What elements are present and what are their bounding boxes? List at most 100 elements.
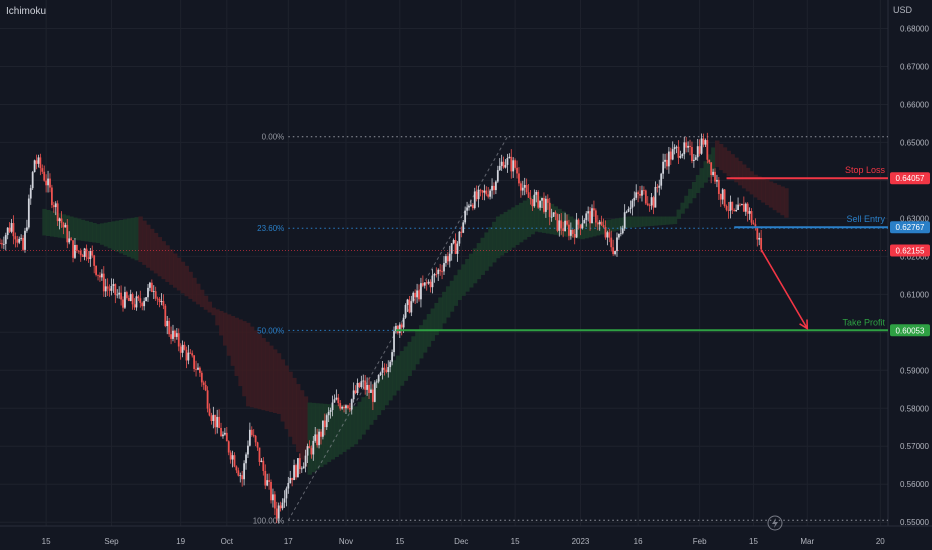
candle-body — [308, 446, 311, 449]
kumo-cloud-segment — [507, 209, 512, 251]
x-tick-label: 20 — [876, 537, 885, 546]
y-tick-label: 0.58000 — [900, 404, 929, 413]
candle-body — [350, 399, 353, 410]
candle-body — [470, 204, 472, 206]
kumo-cloud-segment — [307, 402, 312, 475]
kumo-cloud-segment — [534, 193, 539, 232]
candle-body — [387, 367, 390, 372]
x-tick-label: Feb — [693, 537, 707, 546]
candle-body — [683, 142, 686, 155]
candle-body — [170, 334, 172, 339]
kumo-cloud-segment — [726, 150, 731, 177]
candle-body — [408, 299, 411, 313]
kumo-cloud-segment — [480, 237, 485, 275]
kumo-cloud-segment — [442, 291, 447, 324]
candle-body — [696, 146, 699, 158]
kumo-cloud-segment — [407, 341, 412, 376]
kumo-cloud-segment — [699, 168, 705, 188]
candle-body — [600, 221, 603, 226]
price-tag-take-profit — [890, 324, 930, 337]
candle-body — [99, 275, 101, 278]
candle-body — [237, 470, 240, 476]
candle-body — [100, 273, 103, 278]
candle-body — [723, 189, 726, 207]
price-tag-label: 0.64057 — [896, 174, 925, 183]
candle-body — [498, 165, 501, 171]
candle-body — [139, 298, 142, 303]
candle-body — [252, 434, 255, 436]
candle-body — [450, 243, 453, 254]
candle-body — [247, 445, 249, 455]
candle-body — [97, 274, 99, 276]
candle-body — [420, 283, 422, 300]
kumo-cloud-segment — [230, 316, 236, 366]
candle-body — [627, 208, 630, 212]
candle-body — [356, 382, 359, 394]
x-tick-label: 19 — [176, 537, 185, 546]
candle-body — [168, 320, 171, 335]
kumo-cloud-segment — [284, 365, 289, 430]
kumo-cloud-segment — [522, 200, 528, 240]
candle-body — [149, 282, 151, 288]
kumo-cloud-segment — [730, 154, 735, 180]
candle-body — [471, 204, 474, 209]
candle-body — [456, 243, 459, 254]
kumo-cloud-segment — [764, 179, 770, 206]
candle-body — [243, 463, 246, 480]
candle-body — [677, 146, 680, 158]
candle-body — [24, 230, 26, 250]
price-tag-label: 0.60053 — [896, 326, 925, 335]
x-tick-label: Dec — [454, 537, 468, 546]
kumo-cloud-segment — [169, 249, 174, 285]
candle-body — [245, 454, 247, 464]
candle-body — [421, 283, 424, 286]
kumo-cloud-segment — [680, 202, 685, 214]
projection-arrow[interactable] — [760, 249, 808, 329]
candle-body — [721, 189, 724, 200]
candle-body — [510, 156, 513, 172]
candle-body — [698, 146, 701, 154]
candle-body — [660, 173, 663, 186]
candle-body — [231, 455, 234, 460]
kumo-cloud-segment — [488, 227, 493, 267]
candle-body — [619, 233, 622, 235]
candle-body — [460, 231, 463, 233]
candle-body — [258, 447, 261, 462]
kumo-cloud-segment — [365, 392, 370, 430]
kumo-cloud-segment — [695, 175, 701, 193]
kumo-cloud-segment — [745, 167, 751, 192]
candle-body — [52, 205, 55, 208]
candle-body — [125, 292, 128, 298]
kumo-cloud-segment — [276, 353, 282, 414]
candle-body — [466, 207, 468, 211]
kumo-cloud-segment — [265, 341, 270, 412]
lightning-icon[interactable] — [767, 515, 783, 531]
candle-body — [108, 288, 111, 291]
level-label-take-profit: Take Profit — [842, 317, 885, 327]
candle-body — [60, 218, 63, 223]
kumo-cloud-segment — [192, 277, 197, 302]
x-tick-label: 16 — [634, 537, 643, 546]
candle-body — [427, 281, 430, 284]
candle-body — [464, 210, 467, 223]
kumo-cloud-segment — [392, 360, 397, 396]
kumo-cloud-segment — [772, 183, 778, 211]
kumo-cloud-segment — [672, 216, 678, 225]
kumo-cloud-segment — [734, 157, 739, 183]
candle-body — [468, 205, 470, 208]
candle-body — [735, 209, 738, 212]
candle-body — [197, 367, 199, 370]
candle-body — [602, 225, 605, 227]
kumo-cloud-segment — [246, 322, 251, 407]
candle-body — [500, 161, 503, 166]
kumo-cloud-segment — [188, 271, 193, 299]
candle-body — [337, 397, 340, 404]
candle-body — [233, 455, 236, 467]
candle-body — [43, 171, 46, 181]
kumo-cloud-segment — [180, 261, 186, 294]
indicator-label[interactable]: Ichimoku — [6, 6, 47, 17]
kumo-cloud-segment — [257, 334, 263, 410]
candle-body — [275, 508, 278, 519]
candle-body — [700, 138, 703, 154]
